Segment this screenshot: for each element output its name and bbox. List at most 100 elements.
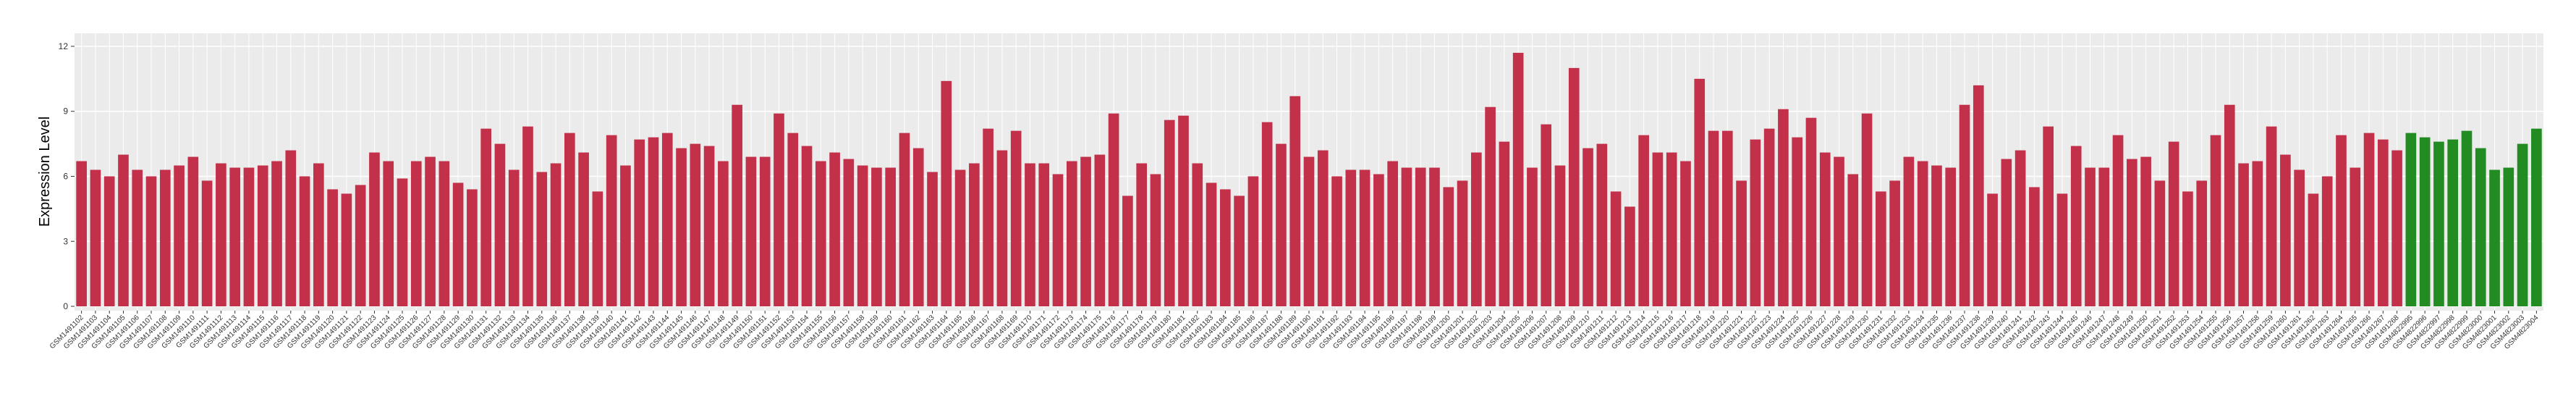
bar: [1108, 113, 1119, 307]
bar: [2350, 167, 2361, 307]
bar: [592, 191, 603, 307]
bar: [2056, 193, 2068, 307]
bar: [550, 163, 562, 307]
bar: [1052, 174, 1064, 307]
bar: [2419, 137, 2431, 307]
bar: [1178, 115, 1189, 307]
bar: [536, 172, 548, 307]
bar: [801, 146, 813, 307]
bar: [759, 156, 771, 307]
bar: [2085, 167, 2096, 307]
bar: [983, 128, 993, 307]
bar: [229, 167, 241, 307]
bar: [2308, 193, 2319, 307]
bar: [174, 165, 185, 307]
bar: [676, 148, 687, 307]
bar: [2098, 167, 2110, 307]
bar: [1234, 196, 1245, 307]
bar: [2377, 139, 2389, 307]
y-tick-label: 9: [63, 106, 68, 117]
bar: [1554, 165, 1566, 307]
bar: [2112, 135, 2124, 307]
bar: [216, 163, 226, 307]
bar: [718, 161, 729, 307]
bar: [2266, 126, 2277, 307]
bar: [1359, 169, 1370, 307]
bar: [1792, 137, 1803, 307]
bar: [1150, 174, 1161, 307]
bar: [397, 178, 408, 307]
bar: [1750, 139, 1761, 307]
bar: [1945, 167, 1957, 307]
bar: [2447, 139, 2459, 307]
bar: [2405, 133, 2417, 307]
bar: [1164, 119, 1175, 307]
bar: [2461, 130, 2473, 307]
bar: [2517, 143, 2528, 307]
bar: [1889, 180, 1900, 307]
bar: [2001, 159, 2012, 307]
bar: [1010, 130, 1022, 307]
bar: [2336, 135, 2347, 307]
bar: [341, 193, 352, 307]
bar: [2014, 150, 2026, 307]
bar: [522, 126, 533, 307]
bar: [2029, 187, 2040, 307]
bar: [927, 172, 938, 307]
bar: [954, 169, 966, 307]
bar: [2238, 163, 2249, 307]
y-tick-label: 12: [59, 41, 69, 51]
bar: [1973, 85, 1984, 307]
bar: [1457, 180, 1468, 307]
bar: [745, 156, 757, 307]
bar: [1192, 163, 1203, 307]
bar: [1583, 148, 1593, 307]
bar: [327, 189, 338, 307]
bar: [1568, 67, 1580, 307]
bar: [2224, 104, 2235, 307]
bar: [1638, 135, 1649, 307]
bar: [438, 161, 450, 307]
bar: [690, 143, 701, 307]
bar: [1987, 193, 1998, 307]
bar: [2475, 148, 2486, 307]
bar: [564, 133, 575, 307]
bar: [1694, 78, 1706, 307]
bar: [1331, 176, 1342, 307]
bar: [494, 143, 506, 307]
bar: [2252, 161, 2263, 307]
bar: [1763, 128, 1775, 307]
y-axis-title: Expression Level: [37, 117, 53, 227]
bar: [1136, 163, 1148, 307]
bar: [1819, 152, 1831, 307]
bar: [1220, 189, 1231, 307]
bar: [1485, 106, 1496, 307]
bar: [383, 161, 394, 307]
bar: [2433, 141, 2444, 307]
bar: [871, 167, 882, 307]
bar: [271, 161, 282, 307]
bar: [2531, 128, 2542, 307]
bar: [634, 139, 645, 307]
bar: [2182, 191, 2193, 307]
bar: [1066, 161, 1077, 307]
bar: [1959, 104, 1970, 307]
bar: [2070, 146, 2082, 307]
bar: [843, 159, 855, 307]
bar: [2294, 169, 2305, 307]
bar: [1038, 163, 1050, 307]
bar: [2363, 133, 2375, 307]
bar: [1652, 152, 1664, 307]
bar: [1317, 150, 1329, 307]
bar: [1261, 122, 1273, 307]
bars: [76, 52, 2542, 307]
bar: [912, 148, 924, 307]
bar: [2196, 180, 2208, 307]
bar: [2210, 135, 2221, 307]
bar: [1527, 167, 1538, 307]
bar: [787, 133, 799, 307]
bar: [313, 163, 324, 307]
bar: [1289, 96, 1301, 307]
bar: [1415, 167, 1426, 307]
